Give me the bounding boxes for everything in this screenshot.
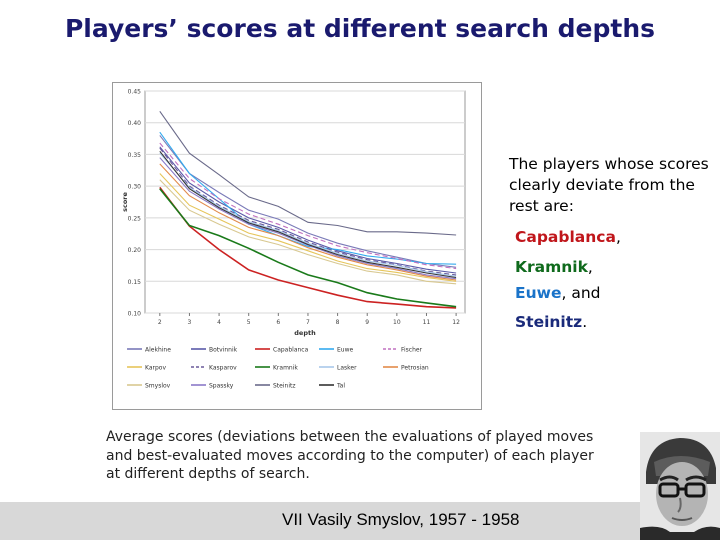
series-line-spassky <box>159 157 457 280</box>
line-chart: 0.10 0.15 0.20 0.25 0.30 0.35 0.40 0.45 2 3 4 5 6 7 8 9… <box>121 89 466 390</box>
x-axis-label: depth <box>294 329 316 337</box>
chart-panel: 0.10 0.15 0.20 0.25 0.30 0.35 0.40 0.45 2 3 4 5 6 7 8 9… <box>112 82 482 410</box>
y-tick-label-6: 0.40 <box>128 120 142 127</box>
capablanca-suffix: , <box>615 228 621 246</box>
series-line-lasker <box>159 152 457 277</box>
x-tick-label-5: 7 <box>306 319 310 326</box>
legend-label-fischer: Fischer <box>401 347 423 354</box>
y-tick-label-5: 0.35 <box>128 152 142 159</box>
legend-label-lasker: Lasker <box>337 365 357 372</box>
euwe-name: Euwe <box>515 284 562 302</box>
series-line-kasparov <box>159 147 457 276</box>
legend-label-smyslov: Smyslov <box>145 383 171 390</box>
y-tick-label-4: 0.30 <box>128 184 142 191</box>
y-axis-label: score <box>121 192 129 212</box>
figure-caption: Average scores (deviations between the e… <box>106 429 594 482</box>
steinitz-suffix: . <box>582 313 588 331</box>
x-tick-label-0: 2 <box>158 319 162 326</box>
legend-label-steinitz: Steinitz <box>273 383 296 390</box>
legend-label-botvinnik: Botvinnik <box>209 347 238 354</box>
slide-title: Players’ scores at different search dept… <box>64 14 656 43</box>
portrait-photo <box>640 432 720 540</box>
y-tick-label-0: 0.10 <box>128 311 142 318</box>
y-tick-label-7: 0.45 <box>128 89 142 96</box>
legend-label-karpov: Karpov <box>145 365 166 372</box>
x-tick-label-1: 3 <box>188 319 192 326</box>
x-tick-label-3: 5 <box>247 319 251 326</box>
series-line-tal <box>159 150 457 279</box>
highlight-euwe: Euwe, and <box>515 284 600 302</box>
plot-area <box>144 90 466 314</box>
series-line-kramnik <box>159 188 457 308</box>
series-line-karpov <box>159 173 457 282</box>
series-line-fischer <box>159 142 457 270</box>
kramnik-name: Kramnik <box>515 258 588 276</box>
footer-label: VII Vasily Smyslov, 1957 - 1958 <box>282 510 520 529</box>
x-tick-label-7: 9 <box>365 319 369 326</box>
y-tick-label-2: 0.20 <box>128 247 142 254</box>
legend-label-kramnik: Kramnik <box>273 365 298 372</box>
footer-bar <box>0 502 720 540</box>
y-tick-label-1: 0.15 <box>128 279 142 286</box>
euwe-suffix: , and <box>561 284 601 302</box>
x-tick-label-8: 10 <box>393 319 401 326</box>
x-tick-label-10: 12 <box>452 319 460 326</box>
side-note: The players whose scores clearly deviate… <box>509 155 709 215</box>
legend-label-euwe: Euwe <box>337 347 354 354</box>
steinitz-name: Steinitz <box>515 313 583 331</box>
series-line-capablanca <box>159 186 457 309</box>
legend-label-tal: Tal <box>336 383 345 390</box>
y-tick-label-3: 0.25 <box>128 215 142 222</box>
highlight-steinitz: Steinitz. <box>515 313 587 331</box>
capablanca-name: Capablanca <box>515 228 616 246</box>
legend-label-alekhine: Alekhine <box>145 347 171 354</box>
x-tick-label-6: 8 <box>336 319 340 326</box>
kramnik-suffix: , <box>587 258 593 276</box>
series-line-alekhine <box>159 135 457 268</box>
legend-label-kasparov: Kasparov <box>209 365 237 372</box>
legend-label-petrosian: Petrosian <box>401 365 429 372</box>
highlight-kramnik: Kramnik, <box>515 258 593 276</box>
legend-label-spassky: Spassky <box>209 383 234 390</box>
highlight-capablanca: Capablanca, <box>515 228 621 246</box>
series-line-steinitz <box>159 110 457 236</box>
x-tick-label-2: 4 <box>217 319 221 326</box>
series-line-botvinnik <box>159 146 457 274</box>
x-tick-label-4: 6 <box>276 319 280 326</box>
series-line-smyslov <box>159 179 457 285</box>
series-line-petrosian <box>159 163 457 281</box>
legend-label-capablanca: Capablanca <box>273 347 309 354</box>
x-tick-label-9: 11 <box>423 319 431 326</box>
